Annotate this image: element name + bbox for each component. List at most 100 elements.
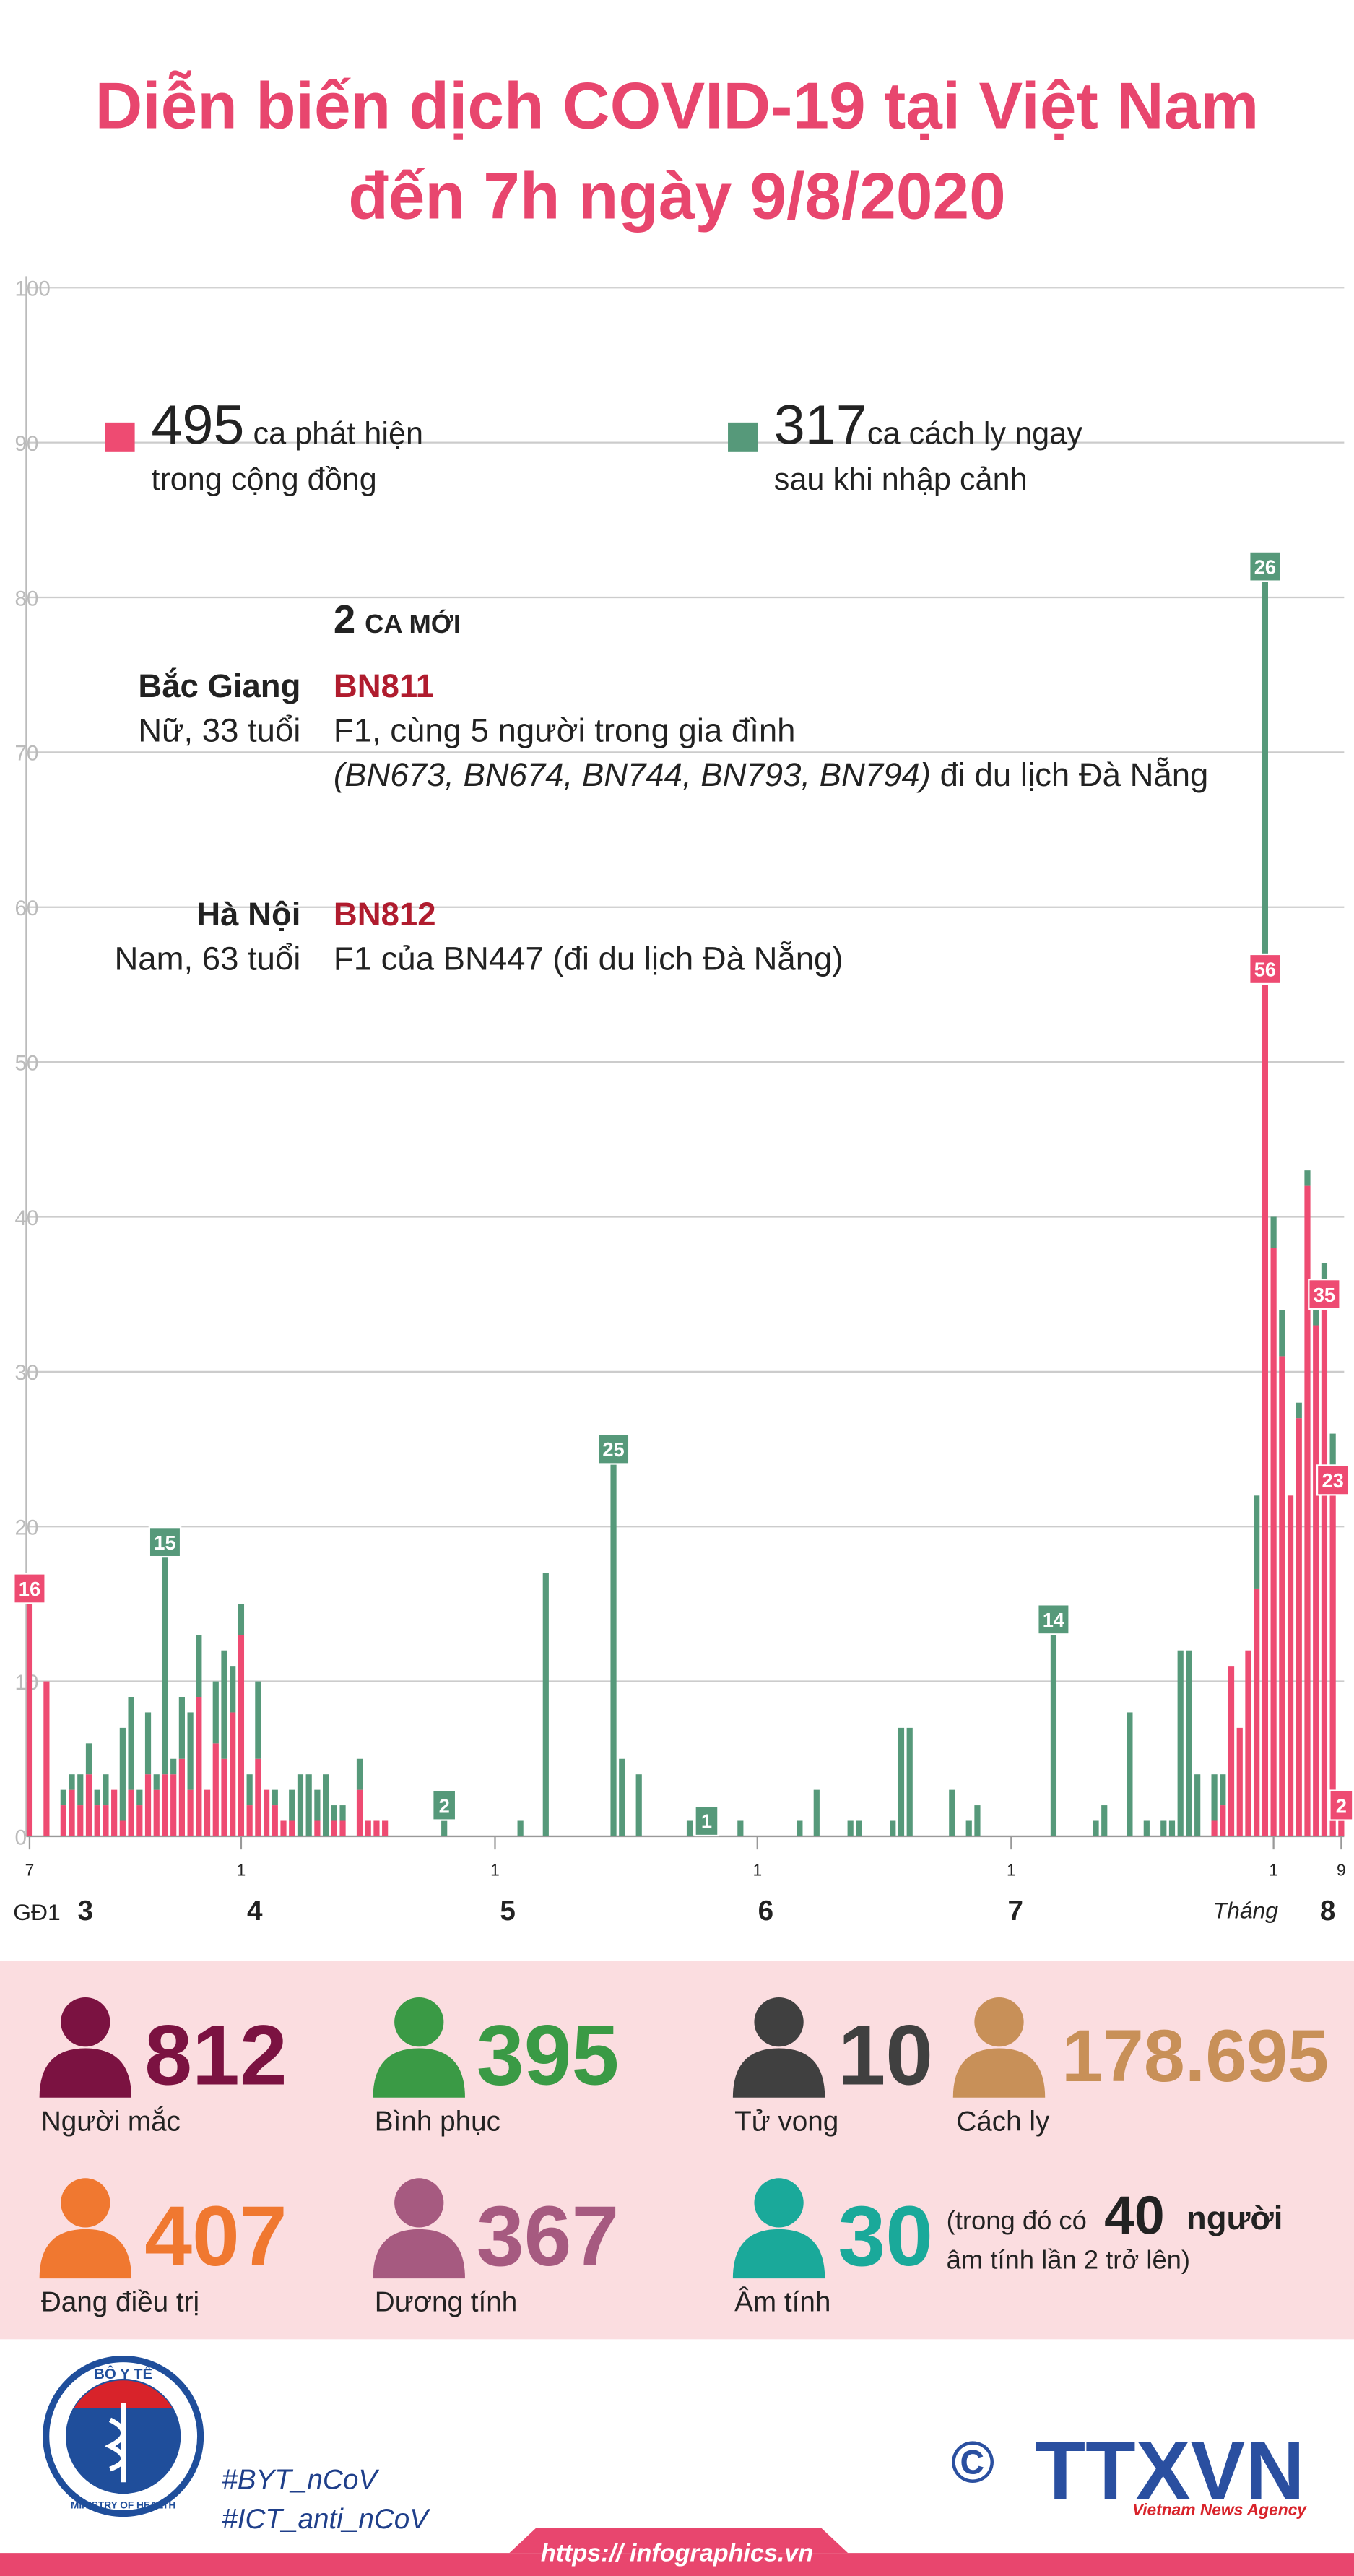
bar-segment [813,1789,820,1836]
bar-segment [77,1805,84,1836]
count: 2 [334,597,355,641]
new-cases: 2 CA MỚI Bắc Giang Nữ, 33 tuổi BN811 F1,… [114,597,1208,977]
bar-segment [1313,1325,1319,1836]
bar-segment [331,1805,337,1821]
icon [732,2229,825,2279]
bar-segment [1220,1805,1226,1836]
value-label-badge [1329,1789,1354,1821]
stat-value: 407 [144,2189,287,2284]
value-label: 26 [1254,556,1276,578]
bar-segment [365,1820,371,1836]
case-id: BN812 [334,896,436,933]
bar-segment [255,1758,261,1836]
bar-segment [1270,1216,1277,1248]
bar-segment [737,1820,744,1836]
bar-segment [77,1774,84,1806]
x-tick-label: 1 [1007,1861,1016,1880]
bar-segment [1101,1805,1108,1836]
bar-segment [314,1789,321,1821]
bar-segment [331,1820,337,1836]
bar-segment [906,1727,913,1836]
month-label: 4 [247,1896,263,1927]
bar-segment [153,1789,160,1836]
bar-segment [85,1743,92,1775]
legend-label: ca cách ly ngay sau khi nhập cảnh [773,418,1082,498]
x-tick-label: 7 [25,1861,35,1880]
bar-segment [238,1604,245,1635]
period-label: GĐ1 [13,1899,60,1925]
x-tick-label: 1 [237,1861,246,1880]
title-line: Diễn biến dịch COVID-19 tại Việt Nam [95,69,1259,142]
value-label: 23 [1322,1469,1343,1492]
bar-segment [949,1789,955,1836]
y-tick-label: 60 [14,896,38,920]
x-tick-label: 1 [752,1861,762,1880]
bar-segment [890,1820,896,1836]
icon [394,1997,444,2047]
bar-segment [60,1789,66,1806]
icon [373,2048,465,2098]
value-label-badge [596,1433,630,1465]
stat: 407 [39,2178,287,2284]
agency-sub: Vietnam News Agency [1132,2500,1307,2519]
note-number: 40 [1104,2185,1165,2246]
stat-label: Đang điều trị [41,2287,199,2318]
y-tick-label: 70 [14,742,38,766]
value-label: 25 [602,1438,624,1461]
bar-segment [178,1697,185,1759]
stat-value: 812 [144,2008,287,2104]
value-label-badge [1249,550,1282,582]
stat-value: 395 [477,2008,619,2104]
value-label-badge [13,1573,46,1604]
bar-segment [1211,1774,1218,1821]
month-label: 8 [1320,1896,1336,1927]
bar-segment [1262,969,1268,1836]
value-label-badge [432,1789,457,1821]
legend-entry: 317ca cách ly ngay sau khi nhập cảnh [773,394,1082,498]
bar-segment [170,1758,177,1775]
stat-label: Người mắc [41,2106,181,2137]
month-label: 7 [1007,1896,1023,1927]
bar-segment [69,1789,75,1836]
bar-segment [619,1758,625,1836]
bar-segment [289,1820,295,1836]
bar-segment [382,1820,389,1836]
bar-segment [153,1774,160,1790]
bar-segment [1168,1820,1176,1836]
bar-segment [128,1697,134,1790]
bar-segment [1177,1650,1184,1836]
stat-label: Cách ly [956,2106,1050,2137]
bar-segment [43,1681,50,1836]
logo-text: MINISTRY OF HEALTH [71,2500,175,2511]
note-text: (trong đó có [947,2205,1087,2235]
bar-segment [610,1449,617,1836]
bar-segment [356,1758,363,1790]
agency: TTXVN [1036,2425,1305,2517]
bar-segment [1228,1666,1235,1836]
bar-segment [162,1542,168,1775]
value-label: 15 [154,1531,175,1554]
logo [104,2403,126,2483]
bar-segment [339,1820,346,1836]
bar-segment [119,1727,126,1821]
icon [394,2178,444,2228]
title-line: đến 7h ngày 9/8/2020 [348,160,1006,233]
bar-segment [542,1573,549,1836]
bar-segment [1160,1820,1167,1836]
stat: 30 [732,2178,933,2284]
bar-segment [94,1805,100,1836]
stat-label: Tử vong [734,2106,838,2137]
bar-segment [1287,1495,1294,1836]
place: Hà Nội [196,896,300,933]
bar-segment [1236,1727,1243,1836]
legend-swatch [105,422,135,452]
url: https:// infographics.vn [541,2540,813,2567]
bar-segment [26,1588,33,1836]
bar-segment [221,1758,227,1836]
footer-tab [509,2528,849,2554]
bar-segment [1329,1479,1336,1836]
bar-segment [686,1820,693,1836]
bar-segment [1254,1495,1260,1589]
contacts: (BN673, BN674, BN744, BN793, BN794) [334,756,931,793]
